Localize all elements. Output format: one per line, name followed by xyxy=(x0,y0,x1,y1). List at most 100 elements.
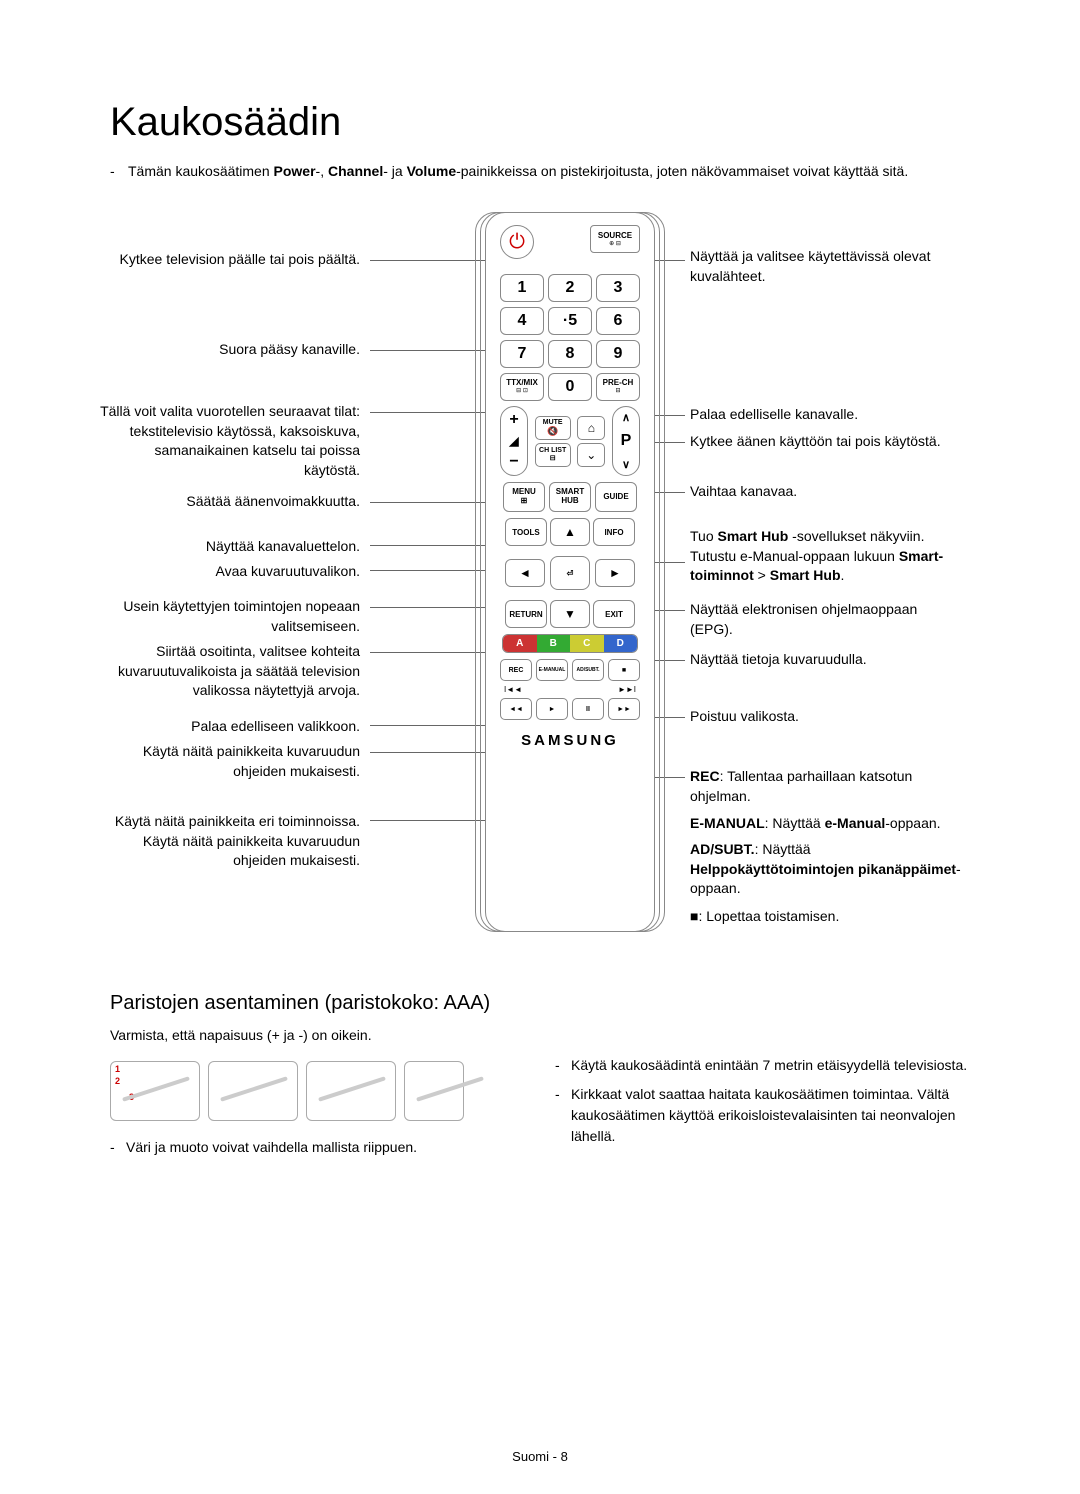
t: EXIT xyxy=(605,610,623,619)
t: AD/SUBT. xyxy=(690,841,755,857)
battery-step-4 xyxy=(404,1061,464,1121)
skipback-icon: I◄◄ xyxy=(504,685,522,694)
s: - ja xyxy=(383,163,406,179)
t: : Tallentaa parhaillaan katsotun ohjelma… xyxy=(690,768,912,804)
label-tools: Usein käytettyjen toimintojen nopeaan va… xyxy=(100,597,360,636)
label-channel: Vaihtaa kanavaa. xyxy=(690,482,950,502)
intro-b2: Channel xyxy=(328,163,383,179)
num-9: 9 xyxy=(596,340,640,368)
label-mute: Kytkee äänen käyttöön tai pois käytöstä. xyxy=(690,432,960,452)
prech-button: PRE-CH⊟ xyxy=(596,373,640,401)
t: MUTE xyxy=(543,419,563,426)
t: E-MANUAL xyxy=(690,815,765,831)
label-emanual: E-MANUAL: Näyttää e-Manual-oppaan. xyxy=(690,814,970,834)
battery-section: Paristojen asentaminen (paristokoko: AAA… xyxy=(110,992,970,1167)
t: . xyxy=(841,567,845,583)
brand-logo: SAMSUNG xyxy=(494,732,646,749)
dpad-down: ▼ xyxy=(550,600,590,628)
battery-step-3 xyxy=(306,1061,396,1121)
remote-body: ⏻ SOURCE ⊕ ⊟ 123 4·56 789 TTX/MIX⊟ ⊡ 0 P… xyxy=(470,212,670,932)
t: CH LIST xyxy=(539,447,566,454)
num-2: 2 xyxy=(548,274,592,302)
label-info: Näyttää tietoja kuvaruudulla. xyxy=(690,650,950,670)
footer-lang: Suomi xyxy=(512,1449,549,1464)
label-power: Kytkee television päälle tai pois päältä… xyxy=(100,250,360,270)
color-d: D xyxy=(604,635,638,652)
remote-diagram: Kytkee television päälle tai pois päältä… xyxy=(110,212,970,952)
rewind-button: ◄◄ xyxy=(500,698,532,720)
t: TOOLS xyxy=(512,528,539,537)
n: 2 xyxy=(115,1076,120,1086)
num-0: 0 xyxy=(548,373,592,401)
label-exit: Poistuu valikosta. xyxy=(690,707,950,727)
pause-button: II xyxy=(572,698,604,720)
volume-rocker: + ◢ − xyxy=(500,406,528,476)
label-dpad: Siirtää osoitinta, valitsee kohteita kuv… xyxy=(100,642,360,701)
battery-note-1: Käytä kaukosäädintä enintään 7 metrin et… xyxy=(555,1055,970,1076)
battery-polarity: Varmista, että napaisuus (+ ja -) on oik… xyxy=(110,1027,970,1043)
t: : Näyttää xyxy=(765,815,825,831)
label-stop: ■: Lopettaa toistamisen. xyxy=(690,907,970,927)
label-volume: Säätää äänenvoimakkuutta. xyxy=(100,492,360,512)
home-icon: ⌂ xyxy=(577,416,605,440)
t: Smart Hub xyxy=(770,567,841,583)
page-footer: Suomi - 8 xyxy=(0,1449,1080,1464)
dpad-left: ◄ xyxy=(505,559,545,587)
num-3: 3 xyxy=(596,274,640,302)
intro-pre: Tämän kaukosäätimen xyxy=(128,163,274,179)
battery-step-2 xyxy=(208,1061,298,1121)
dpad-ok: ⏎ xyxy=(550,556,590,590)
chlist-button: CH LIST⊟ xyxy=(535,443,571,467)
source-button: SOURCE ⊕ ⊟ xyxy=(590,225,640,253)
label-chlist: Näyttää kanavaluettelon. xyxy=(100,537,360,557)
num-1: 1 xyxy=(500,274,544,302)
battery-heading: Paristojen asentaminen (paristokoko: AAA… xyxy=(110,992,970,1015)
label-colors: Käytä näitä painikkeita kuvaruudun ohjei… xyxy=(100,742,360,781)
t: HUB xyxy=(561,497,578,506)
emanual-button: E-MANUAL xyxy=(536,659,568,681)
color-c: C xyxy=(570,635,604,652)
battery-step-1: 1 2 3 xyxy=(110,1061,200,1121)
battery-note-left: Väri ja muoto voivat vaihdella mallista … xyxy=(110,1139,525,1155)
t: P xyxy=(621,432,632,450)
return-button: RETURN xyxy=(505,600,547,628)
ffwd-button: ►► xyxy=(608,698,640,720)
num-5: ·5 xyxy=(548,307,592,335)
power-button: ⏻ xyxy=(500,225,534,259)
t: SOURCE xyxy=(598,231,632,240)
label-menu: Avaa kuvaruutuvalikon. xyxy=(100,562,360,582)
exit-button: EXIT xyxy=(593,600,635,628)
intro-b3: Volume xyxy=(407,163,457,179)
down-icon: ⌄ xyxy=(577,443,605,467)
t: REC xyxy=(690,768,720,784)
t: -oppaan. xyxy=(885,815,940,831)
dpad: TOOLS ▲ INFO ◄ ⏎ ► RETURN ▼ EXIT xyxy=(505,518,635,628)
label-rec: REC: Tallentaa parhaillaan katsotun ohje… xyxy=(690,767,970,806)
t: : Lopettaa toistamisen. xyxy=(698,908,839,924)
t: − xyxy=(509,453,518,471)
stop-button: ■ xyxy=(608,659,640,681)
t: PRE-CH xyxy=(603,379,634,388)
mute-button: MUTE🔇 xyxy=(535,416,571,440)
num-4: 4 xyxy=(500,307,544,335)
smarthub-button: SMARTHUB xyxy=(549,482,591,512)
intro-post: -painikkeissa on pistekirjoitusta, joten… xyxy=(456,163,908,179)
label-guide: Näyttää elektronisen ohjelmaoppaan (EPG)… xyxy=(690,600,950,639)
t: : Näyttää xyxy=(755,841,811,857)
s: -, xyxy=(316,163,328,179)
color-buttons: A B C D xyxy=(502,634,638,653)
dpad-up: ▲ xyxy=(550,518,590,546)
label-ttx: Tällä voit valita vuorotellen seuraavat … xyxy=(100,402,360,480)
t: + xyxy=(509,411,518,429)
play-button: ► xyxy=(536,698,568,720)
label-playback: Käytä näitä painikkeita eri toiminnoissa… xyxy=(100,812,360,871)
adsubt-button: AD/SUBT. xyxy=(572,659,604,681)
battery-notes-right: Käytä kaukosäädintä enintään 7 metrin et… xyxy=(555,1055,970,1167)
ttx-button: TTX/MIX⊟ ⊡ xyxy=(500,373,544,401)
s: - xyxy=(549,1449,561,1464)
dpad-right: ► xyxy=(595,559,635,587)
rec-button: REC xyxy=(500,659,532,681)
num-7: 7 xyxy=(500,340,544,368)
label-numpad: Suora pääsy kanaville. xyxy=(100,340,360,360)
t: GUIDE xyxy=(603,493,628,502)
